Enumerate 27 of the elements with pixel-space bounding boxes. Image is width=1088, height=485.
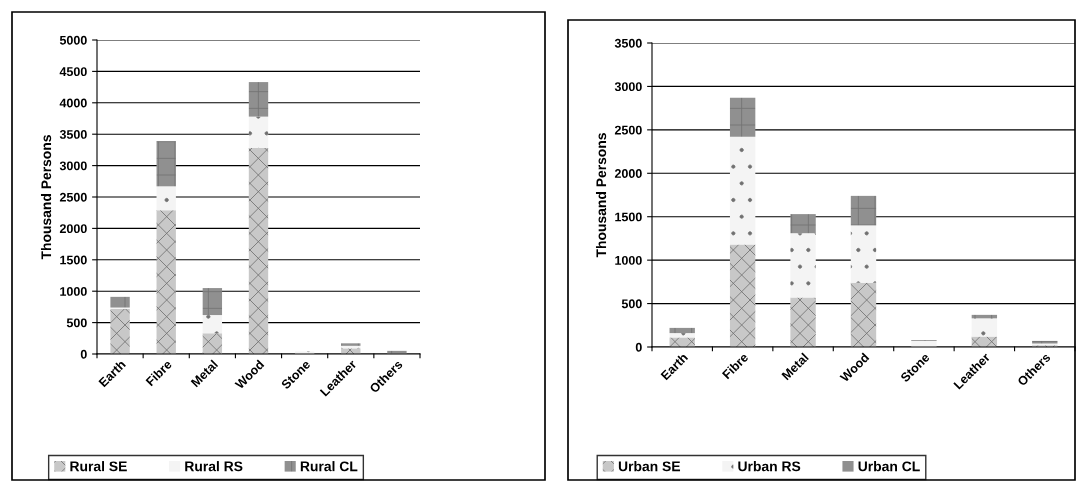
y-tick-label: 2000 <box>59 224 87 234</box>
y-tick-label: 1500 <box>615 212 642 222</box>
legend-label: Urban RS <box>738 461 801 472</box>
y-tick-label: 1000 <box>60 287 87 296</box>
legend-label: Rural SE <box>70 461 127 472</box>
y-tick-label: 4500 <box>59 67 87 77</box>
y-tick-label: 500 <box>66 318 87 328</box>
y-tick-label: 1500 <box>60 255 87 265</box>
y-tick-label: 3500 <box>614 38 642 48</box>
legend-label: Urban CL <box>858 461 920 472</box>
y-tick-label: 2500 <box>59 192 87 202</box>
y-tick-label: 1000 <box>615 255 642 265</box>
legend-label: Rural CL <box>300 461 358 472</box>
legend-label: Urban SE <box>618 461 681 472</box>
y-tick-label: 5000 <box>59 35 87 45</box>
y-tick-label: 2500 <box>614 125 642 135</box>
y-tick-label: 3000 <box>59 161 87 171</box>
y-tick-label: 0 <box>80 349 87 359</box>
y-tick-label: 3000 <box>614 82 642 92</box>
y-axis-title: Thousand Persons <box>40 135 52 260</box>
y-tick-label: 500 <box>621 299 642 309</box>
y-axis-title: Thousand Persons <box>595 133 607 258</box>
y-tick-label: 4000 <box>59 98 87 108</box>
y-tick-label: 2000 <box>614 169 642 178</box>
legend-label: Rural RS <box>185 461 243 472</box>
y-tick-label: 0 <box>635 342 642 352</box>
y-tick-label: 3500 <box>59 130 87 139</box>
